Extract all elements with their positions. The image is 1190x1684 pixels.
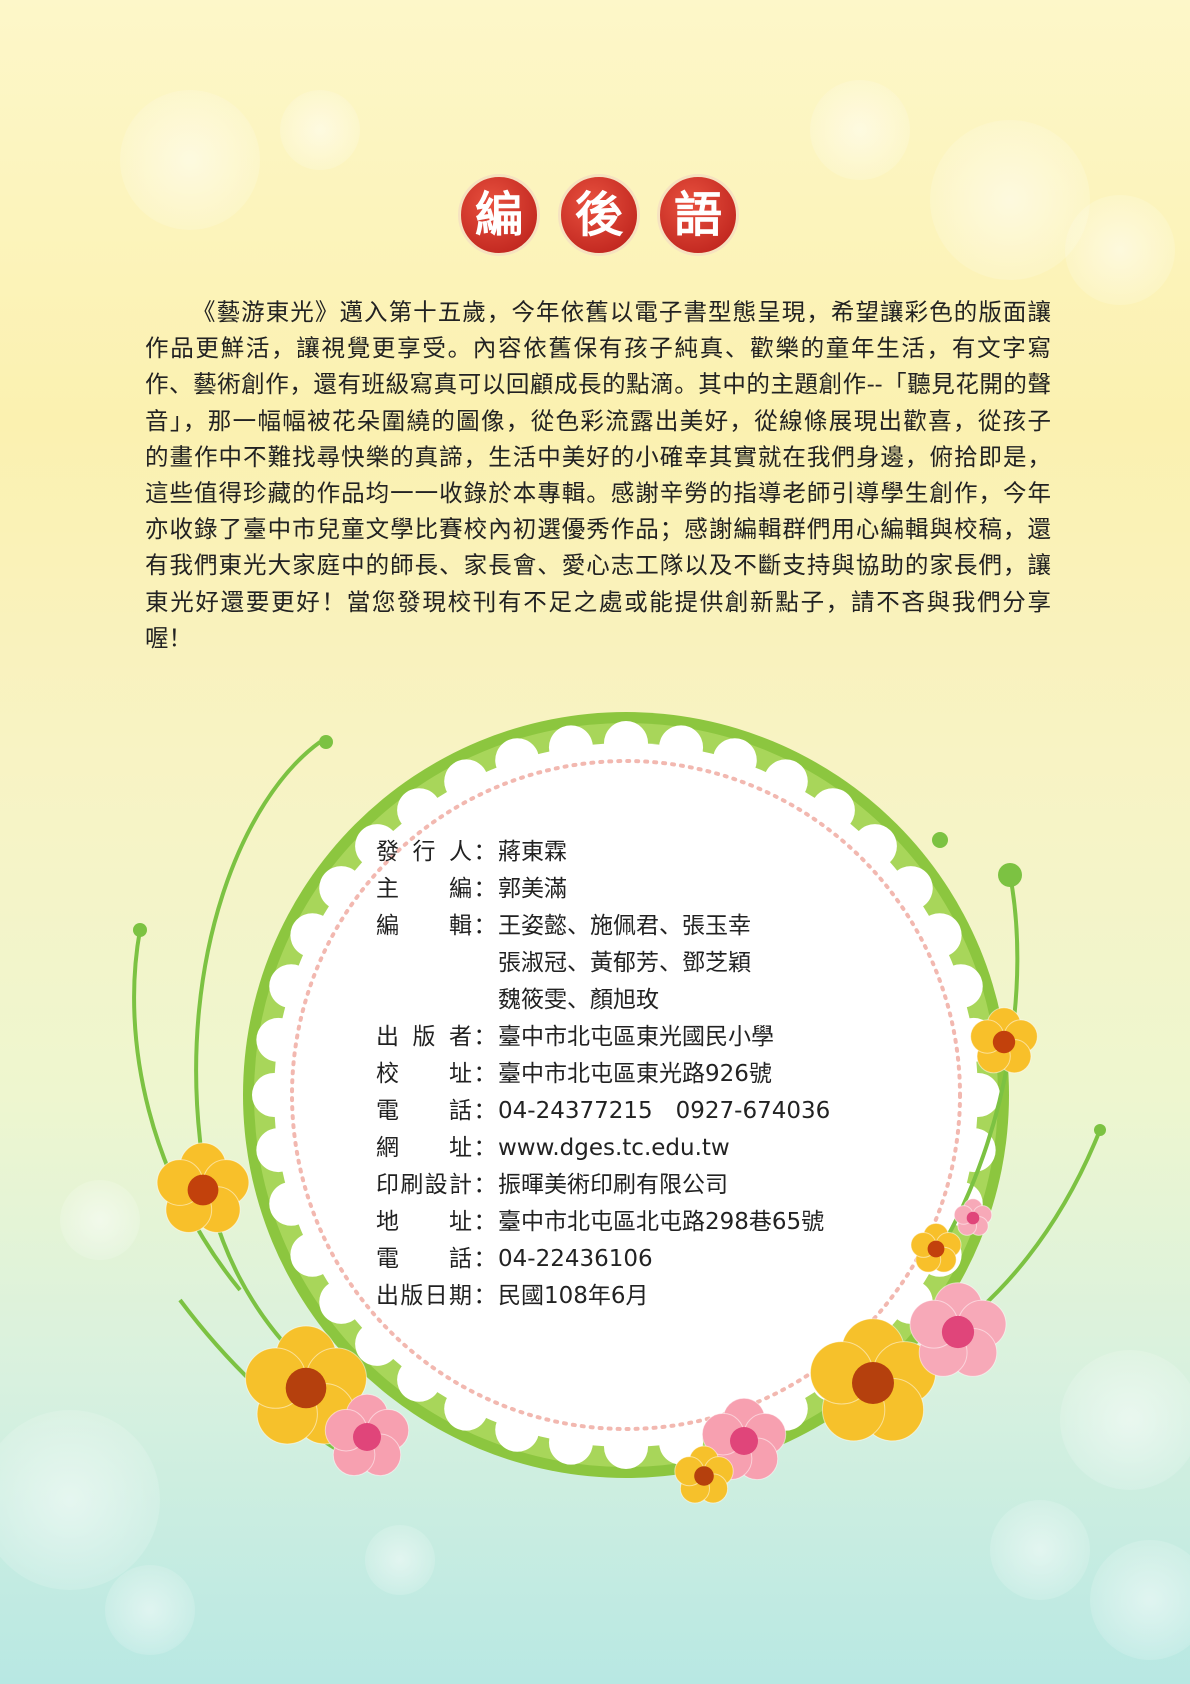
credit-separator: ： xyxy=(473,1209,497,1235)
credit-row: 地址：臺中市北屯區北屯路298巷65號 xyxy=(376,1204,830,1241)
credit-label: 發行人 xyxy=(376,839,472,865)
vine-tips xyxy=(133,735,1106,1136)
flower xyxy=(953,1198,993,1236)
paragraph-line: 的畫作中不難找尋快樂的真諦，生活中美好的小確幸其實就在我們身邊，俯拾即是， xyxy=(145,442,1051,471)
credit-separator: ： xyxy=(473,1135,497,1161)
credit-value-line: 王姿懿、施佩君、張玉幸 xyxy=(498,913,751,939)
credit-value-line: 郭美滿 xyxy=(498,876,567,902)
flower xyxy=(674,1445,734,1504)
credits: 發行人：蔣東霖 主編：郭美滿 編輯：王姿懿、施佩君、張玉幸 張淑冠、黃郁芳、鄧芝穎 魏筱… xyxy=(376,834,830,1315)
credit-value-line: 04-24377215 0927-674036 xyxy=(498,1098,831,1124)
paragraph-line: 這些值得珍藏的作品均一一收錄於本專輯。感謝辛勞的指導老師引導學生創作，今年 xyxy=(145,478,1051,507)
credit-value: 王姿懿、施佩君、張玉幸 張淑冠、黃郁芳、鄧芝穎 魏筱雯、顏旭玫 xyxy=(498,908,751,1019)
flower xyxy=(970,1007,1038,1074)
credit-value-line: 張淑冠、黃郁芳、鄧芝穎 xyxy=(498,950,751,976)
credit-separator: ： xyxy=(473,839,497,865)
credit-label: 地址 xyxy=(376,1209,472,1235)
credit-label: 主編 xyxy=(376,876,472,902)
credit-separator: ： xyxy=(473,1098,497,1124)
credit-value: 04-24377215 0927-674036 xyxy=(498,1093,830,1130)
credit-separator: ： xyxy=(473,1061,497,1087)
credit-row: 電話： 04-22436106 xyxy=(376,1241,830,1278)
flower xyxy=(910,1222,962,1273)
credit-value: 臺中市北屯區東光路926號 xyxy=(498,1056,772,1093)
flower xyxy=(245,1325,367,1445)
paragraph-line: 《藝游東光》邁入第十五歲，今年依舊以電子書型態呈現，希望讓彩色的版面讓 xyxy=(192,298,1051,326)
flowers xyxy=(156,1007,1038,1504)
flower xyxy=(701,1397,787,1481)
credit-label: 編輯 xyxy=(376,913,472,939)
credit-label: 校址 xyxy=(376,1061,472,1087)
credit-value-line: 民國108年6月 xyxy=(498,1283,649,1309)
flower xyxy=(324,1393,410,1477)
wreath xyxy=(243,712,1009,1478)
paragraph-line: 亦收錄了臺中市兒童文學比賽校內初選優秀作品；感謝編輯群們用心編輯與校稿，還 xyxy=(145,515,1051,544)
credit-value-line: 臺中市北屯區東光國民小學 xyxy=(498,1024,774,1050)
credit-value-line: 04-22436106 xyxy=(498,1246,653,1272)
paragraph-line: 作品更鮮活，讓視覺更享受。內容依舊保有孩子純真、歡樂的童年生活，有文字寫 xyxy=(145,334,1051,363)
credit-row: 主編：郭美滿 xyxy=(376,871,830,908)
paragraph-line: 有我們東光大家庭中的師長、家長會、愛心志工隊以及不斷支持與協助的家長們，讓 xyxy=(145,551,1051,580)
credit-value-line: www.dges.tc.edu.tw xyxy=(498,1135,730,1161)
credit-separator: ： xyxy=(473,1246,497,1272)
credit-row: 校址：臺中市北屯區東光路926號 xyxy=(376,1056,830,1093)
credit-label: 電話 xyxy=(376,1246,472,1272)
flower xyxy=(909,1282,1007,1377)
title-char: 後 xyxy=(558,174,640,256)
credit-value: 臺中市北屯區北屯路298巷65號 xyxy=(498,1204,824,1241)
credit-value: 振暉美術印刷有限公司 xyxy=(498,1167,728,1204)
credit-value: 04-22436106 xyxy=(498,1241,653,1278)
credit-value: www.dges.tc.edu.tw xyxy=(498,1130,730,1167)
credit-value-line: 魏筱雯、顏旭玫 xyxy=(498,987,659,1013)
bokeh xyxy=(0,80,1190,1660)
paragraph-line: 音」，那一幅幅被花朵圍繞的圖像，從色彩流露出美好，從線條展現出歡喜，從孩子 xyxy=(145,406,1051,435)
credit-label: 出版者 xyxy=(376,1024,472,1050)
credit-label: 印刷設計 xyxy=(376,1172,472,1198)
credit-row: 網址： www.dges.tc.edu.tw xyxy=(376,1130,830,1167)
credit-value: 郭美滿 xyxy=(498,871,567,908)
flower xyxy=(156,1142,250,1233)
credit-value-line: 臺中市北屯區東光路926號 xyxy=(498,1061,772,1087)
credit-separator: ： xyxy=(473,1172,497,1198)
credit-separator: ： xyxy=(473,876,497,902)
paragraph-line: 東光好還要更好！當您發現校刊有不足之處或能提供創新點子，請不吝與我們分享 xyxy=(145,587,1051,616)
credit-row: 發行人：蔣東霖 xyxy=(376,834,830,871)
credit-value: 臺中市北屯區東光國民小學 xyxy=(498,1019,774,1056)
credit-value-line: 臺中市北屯區北屯路298巷65號 xyxy=(498,1209,825,1235)
credit-row: 編輯：王姿懿、施佩君、張玉幸 張淑冠、黃郁芳、鄧芝穎 魏筱雯、顏旭玫 xyxy=(376,908,830,1019)
credit-value: 民國108年6月 xyxy=(498,1278,649,1315)
title-char: 語 xyxy=(657,174,739,256)
paragraph: 《藝游東光》邁入第十五歲，今年依舊以電子書型態呈現，希望讓彩色的版面讓作品更鮮活… xyxy=(145,294,1051,656)
credit-separator: ： xyxy=(473,1024,497,1050)
credit-value-line: 蔣東霖 xyxy=(498,839,567,865)
credit-value: 蔣東霖 xyxy=(498,834,567,871)
credit-row: 出版者：臺中市北屯區東光國民小學 xyxy=(376,1019,830,1056)
paragraph-line: 喔！ xyxy=(145,623,192,652)
paragraph-line: 作、藝術創作，還有班級寫真可以回顧成長的點滴。其中的主題創作--「聽見花開的聲 xyxy=(145,370,1051,399)
credit-separator: ： xyxy=(473,1283,497,1309)
credit-row: 電話： 04-24377215 0927-674036 xyxy=(376,1093,830,1130)
credit-label: 網址 xyxy=(376,1135,472,1161)
credit-label: 出版日期 xyxy=(376,1283,472,1309)
title-char: 編 xyxy=(458,174,540,256)
credit-value-line: 振暉美術印刷有限公司 xyxy=(498,1172,728,1198)
credit-row: 印刷設計：振暉美術印刷有限公司 xyxy=(376,1167,830,1204)
credit-label: 電話 xyxy=(376,1098,472,1124)
credit-separator: ： xyxy=(473,913,497,939)
credit-row: 出版日期：民國108年6月 xyxy=(376,1278,830,1315)
